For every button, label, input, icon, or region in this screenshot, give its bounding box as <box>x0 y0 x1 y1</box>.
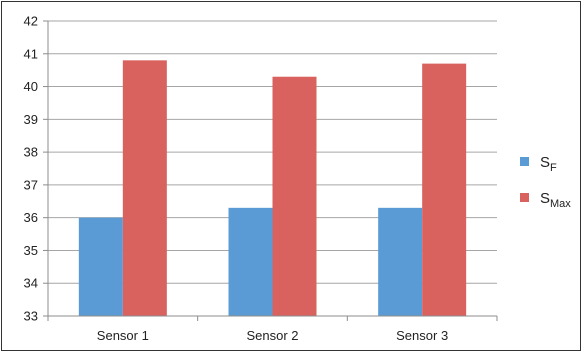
legend-label-sf: SF <box>540 154 557 174</box>
bar-smax-1 <box>122 60 167 317</box>
y-axis-ticks: 33 34 35 36 37 38 39 40 41 42 <box>24 14 38 324</box>
y-tick-label: 37 <box>24 177 38 192</box>
x-axis-ticks: Sensor 1 Sensor 2 Sensor 3 <box>97 328 448 343</box>
bar-sf-1 <box>78 217 123 316</box>
bar-sf-3 <box>378 207 423 316</box>
y-tick-label: 35 <box>24 243 38 258</box>
bars <box>78 60 467 317</box>
axes <box>43 20 498 321</box>
legend: SF SMax <box>520 154 571 210</box>
legend-label-smax: SMax <box>540 190 571 210</box>
y-tick-label: 36 <box>24 210 38 225</box>
bar-sf-2 <box>228 207 273 316</box>
y-tick-label: 33 <box>24 309 38 324</box>
legend-swatch-sf <box>520 157 529 166</box>
x-tick-label: Sensor 2 <box>246 328 298 343</box>
y-tick-label: 38 <box>24 145 38 160</box>
x-tick-label: Sensor 1 <box>97 328 149 343</box>
bar-smax-3 <box>422 63 467 316</box>
y-tick-label: 34 <box>24 276 38 291</box>
y-tick-label: 40 <box>24 79 38 94</box>
y-tick-label: 42 <box>24 14 38 29</box>
x-tick-label: Sensor 3 <box>396 328 448 343</box>
y-tick-label: 39 <box>24 112 38 127</box>
y-tick-label: 41 <box>24 46 38 61</box>
bar-smax-2 <box>272 76 317 316</box>
legend-swatch-smax <box>520 193 529 202</box>
